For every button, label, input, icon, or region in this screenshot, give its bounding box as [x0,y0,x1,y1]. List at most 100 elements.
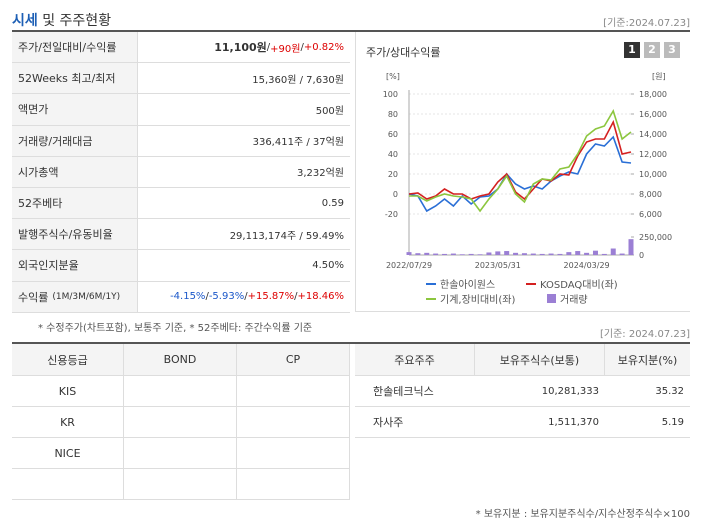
y-tick-label: 20 [388,170,398,179]
title: 시세 [12,13,38,29]
volume-bar [584,252,590,255]
value-part: +90원 [270,43,301,55]
value-part: 11,100원 [214,41,267,55]
table-cell [124,469,237,500]
table-cell [124,438,237,469]
label: 발행주식수/유동비율 [18,228,113,242]
series-line [408,119,632,201]
y2-tick-label: 10,000 [639,170,667,179]
row-label: 52주베타 [12,188,138,220]
table-cell [237,376,350,407]
chart-button[interactable]: 2 [644,42,660,58]
table-cell: 한솔테크닉스 [355,376,475,407]
value-part: / [244,291,248,303]
row-value: 0.59 [138,188,350,220]
volume-bar [601,253,607,255]
y-tick-label: 60 [388,130,398,139]
volume-bar [459,254,465,255]
header-title: 시세 및 주주현황 [12,10,111,30]
row-label: 액면가 [12,94,138,126]
volume-bar [468,253,474,255]
y-tick-label: 0 [393,190,398,199]
legend-swatch [547,294,556,303]
value-part: -4.15% [170,291,206,303]
label: 외국인지분율 [18,259,79,273]
volume-bar [592,250,598,255]
row-value: 4.50% [138,250,350,282]
y-tick-label: -20 [385,210,398,219]
note: * 보유지분 : 보유지분주식수/지수산정주식수×100 [475,509,690,520]
y2-tick-label: 16,000 [639,110,667,119]
row-label: 외국인지분율 [12,250,138,282]
table-cell: 5.19 [605,407,690,438]
row-value: 15,360원 / 7,630원 [138,63,350,95]
volume-bar [415,253,421,255]
volume-tick-label: 0 [639,251,644,260]
rule [12,30,690,32]
value-part: 29,113,174주 / 59.49% [229,230,344,242]
volume-bar [575,251,581,255]
table-cell: KIS [12,376,124,407]
chart-button[interactable]: 3 [664,42,680,58]
value-part: 0.59 [321,197,344,209]
table-cell: 10,281,333 [475,376,605,407]
volume-bar [495,251,501,255]
value-part: / [266,41,271,53]
series-line [408,135,632,213]
volume-bar [566,252,572,255]
x-tick-label: 2024/03/29 [564,261,610,270]
y-tick-label: 40 [388,150,398,159]
title-rest: 및 주주현황 [42,13,112,29]
volume-bar [513,252,519,255]
table-cell [355,469,475,500]
table-cell: NICE [12,438,124,469]
row-label: 거래량/거래대금 [12,125,138,157]
chart: [%] [원] -20 0 20 40 60 80 100 6,000 8,000 10,000 12,… [383,72,672,306]
table-header: CP [237,344,350,376]
legend-label: 기계,장비대비(좌) [440,294,515,306]
label: 52주베타 [18,197,63,211]
volume-bar [628,239,634,255]
legend-label: KOSDAQ대비(좌) [540,279,618,291]
label: 액면가 [18,103,49,117]
y-tick-label: 100 [383,90,398,99]
label: 수익률 [18,290,49,304]
row-value: 500원 [138,94,350,126]
value-part: 500원 [315,105,344,117]
table-cell [355,438,475,469]
y2-tick-label: 8,000 [639,190,662,199]
value-part: +0.82% [303,41,344,53]
row-label: 시가총액 [12,156,138,188]
y2-tick-label: 18,000 [639,90,667,99]
volume-bar [477,254,483,255]
table-cell [124,407,237,438]
x-tick-label: 2023/05/31 [475,261,521,270]
chart-title: 주가/상대수익률 [366,46,441,59]
volume-bar [530,253,536,255]
y-tick-label: 80 [388,110,398,119]
value-part: 3,232억원 [296,168,344,180]
y2-tick-label: 14,000 [639,130,667,139]
table-cell [475,438,605,469]
value-part: 15,360원 / 7,630원 [252,74,344,86]
label: 주가/전일대비/수익률 [18,41,117,55]
row-value: -4.15% / -5.93% / +15.87% / +18.46% [138,282,350,313]
volume-bar [424,252,430,255]
table-cell [12,469,124,500]
chart-button[interactable]: 1 [624,42,640,58]
label: 시가총액 [18,165,59,179]
volume-bar [442,253,448,255]
table-header: 신용등급 [12,344,124,376]
date: [기준:2024.07.23] [603,18,690,29]
date: [기준: 2024.07.23] [599,329,690,340]
row-label: 발행주식수/유동비율 [12,219,138,251]
volume-bar [433,253,439,255]
table-cell: 35.32 [605,376,690,407]
value-part: / [294,291,298,303]
volume-bar [557,253,563,255]
row-label: 수익률 (1M/3M/6M/1Y) [12,281,138,313]
table-cell: KR [12,407,124,438]
